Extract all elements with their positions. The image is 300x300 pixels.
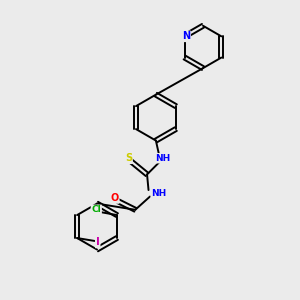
Text: S: S xyxy=(125,153,132,163)
Text: O: O xyxy=(110,193,119,203)
Text: NH: NH xyxy=(151,189,166,198)
Text: Cl: Cl xyxy=(92,205,101,214)
Text: N: N xyxy=(182,31,190,41)
Text: NH: NH xyxy=(156,154,171,163)
Text: I: I xyxy=(96,238,100,248)
